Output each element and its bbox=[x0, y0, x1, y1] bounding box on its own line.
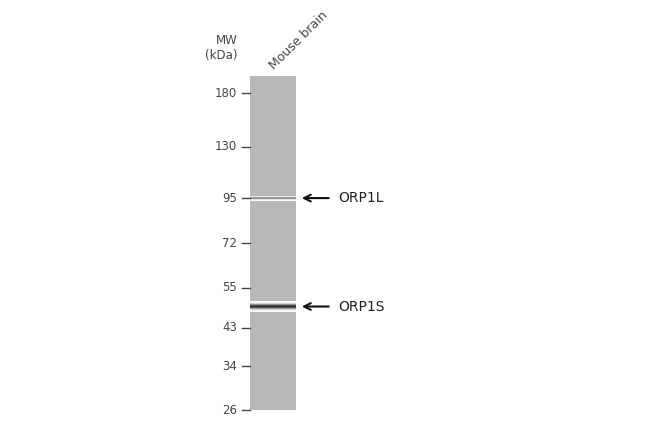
Text: 180: 180 bbox=[215, 87, 237, 100]
Text: 43: 43 bbox=[222, 321, 237, 335]
Text: 95: 95 bbox=[222, 192, 237, 205]
Text: ORP1L: ORP1L bbox=[338, 191, 384, 205]
Text: ORP1S: ORP1S bbox=[338, 299, 385, 313]
Text: Mouse brain: Mouse brain bbox=[267, 8, 330, 72]
Text: 130: 130 bbox=[215, 140, 237, 153]
Text: 26: 26 bbox=[222, 404, 237, 417]
Text: 34: 34 bbox=[222, 360, 237, 373]
Text: MW
(kDa): MW (kDa) bbox=[205, 34, 237, 62]
Text: 72: 72 bbox=[222, 237, 237, 250]
Text: 55: 55 bbox=[222, 281, 237, 294]
Bar bbox=[250, 76, 296, 410]
